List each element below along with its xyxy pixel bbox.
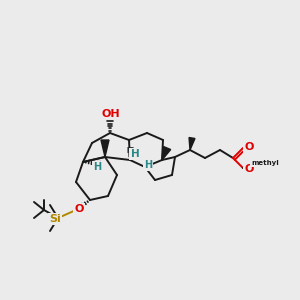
Text: O: O <box>244 164 254 174</box>
Text: methyl: methyl <box>251 160 279 166</box>
Text: H: H <box>93 162 101 172</box>
Text: Si: Si <box>49 214 61 224</box>
Polygon shape <box>189 137 195 150</box>
Text: OH: OH <box>102 109 120 119</box>
Text: H: H <box>130 149 140 159</box>
Polygon shape <box>101 140 109 157</box>
Text: H: H <box>144 160 152 170</box>
Text: O: O <box>244 142 254 152</box>
Text: O: O <box>74 204 84 214</box>
Polygon shape <box>162 146 171 160</box>
